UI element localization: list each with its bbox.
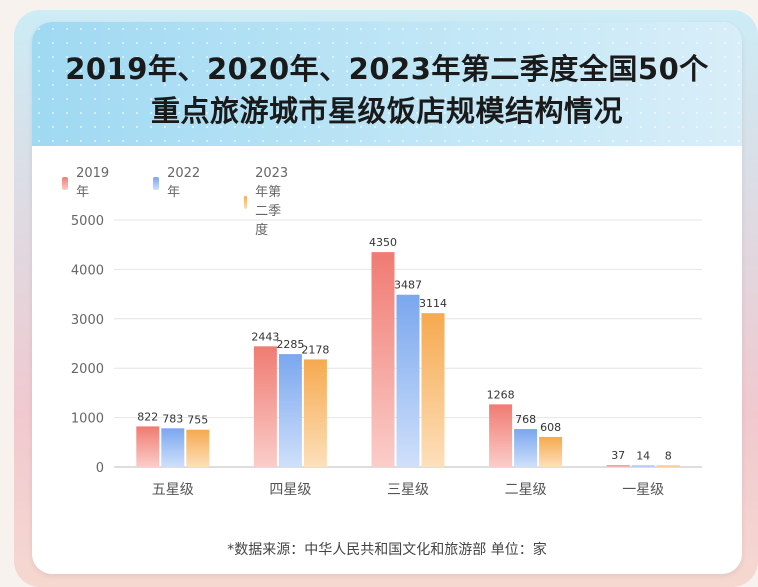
bar — [278, 354, 302, 467]
bar — [631, 465, 655, 467]
legend-swatch-2023q2 — [244, 195, 248, 209]
x-tick-label: 四星级 — [269, 482, 311, 498]
bar — [136, 426, 160, 467]
bar — [539, 436, 563, 467]
legend-item-2022: 2022年 — [153, 166, 202, 200]
data-label: 755 — [187, 414, 208, 427]
y-tick-label: 0 — [96, 461, 104, 476]
data-label: 4350 — [369, 236, 397, 249]
data-label: 14 — [636, 450, 650, 463]
bar-chart: 0 1000 2000 3000 4000 5000 822 783 755 五星级 2443228… — [71, 214, 702, 498]
chart-title-line-2: 重点旅游城市星级饭店规模结构情况 — [150, 94, 623, 128]
bar — [656, 465, 680, 467]
bar — [606, 465, 630, 467]
y-tick-label: 1000 — [71, 412, 104, 427]
legend-label-2019: 2019年 — [76, 166, 110, 200]
bar — [371, 252, 395, 467]
legend-label-2022: 2022年 — [167, 166, 201, 200]
x-tick-label: 二星级 — [505, 482, 547, 498]
chart-title-line-1: 2019年、2020年、2023年第二季度全国50个 — [65, 52, 709, 86]
bar — [253, 346, 277, 467]
data-source-note: *数据来源：中华人民共和国文化和旅游部 单位：家 — [227, 542, 547, 558]
bar — [421, 313, 445, 467]
data-label: 608 — [540, 421, 561, 434]
legend-swatch-2022 — [153, 176, 160, 190]
legend-item-2019: 2019年 — [62, 166, 111, 200]
y-tick-label: 3000 — [71, 313, 104, 328]
data-label: 37 — [611, 449, 625, 462]
y-tick-label: 2000 — [71, 362, 104, 377]
x-tick-label: 三星级 — [387, 482, 429, 498]
bar — [186, 429, 210, 467]
y-tick-label: 5000 — [71, 214, 104, 229]
bar — [489, 404, 513, 467]
data-label: 2285 — [276, 338, 304, 351]
bar — [303, 359, 327, 467]
bar — [396, 294, 420, 467]
bar — [161, 428, 185, 467]
x-tick-label: 一星级 — [622, 482, 664, 498]
data-label: 822 — [137, 410, 158, 423]
data-label: 8 — [665, 450, 672, 463]
data-label: 3487 — [394, 279, 422, 292]
title-banner: 2019年、2020年、2023年第二季度全国50个 重点旅游城市星级饭店规模结… — [32, 22, 742, 146]
data-label: 1268 — [487, 388, 515, 401]
legend-swatch-2019 — [62, 176, 69, 190]
data-label: 3114 — [419, 297, 447, 310]
data-label: 768 — [515, 413, 536, 426]
bar — [514, 429, 538, 467]
chart-card: 2019年、2020年、2023年第二季度全国50个 重点旅游城市星级饭店规模结… — [32, 22, 742, 574]
data-label: 783 — [162, 412, 183, 425]
data-label: 2178 — [301, 343, 329, 356]
data-label: 2443 — [251, 330, 279, 343]
legend-item-2023q2: 2023年第二季度 — [244, 166, 293, 238]
legend-label-2023q2: 2023年第二季度 — [255, 166, 289, 238]
x-tick-label: 五星级 — [152, 482, 194, 498]
y-tick-label: 4000 — [71, 263, 104, 278]
